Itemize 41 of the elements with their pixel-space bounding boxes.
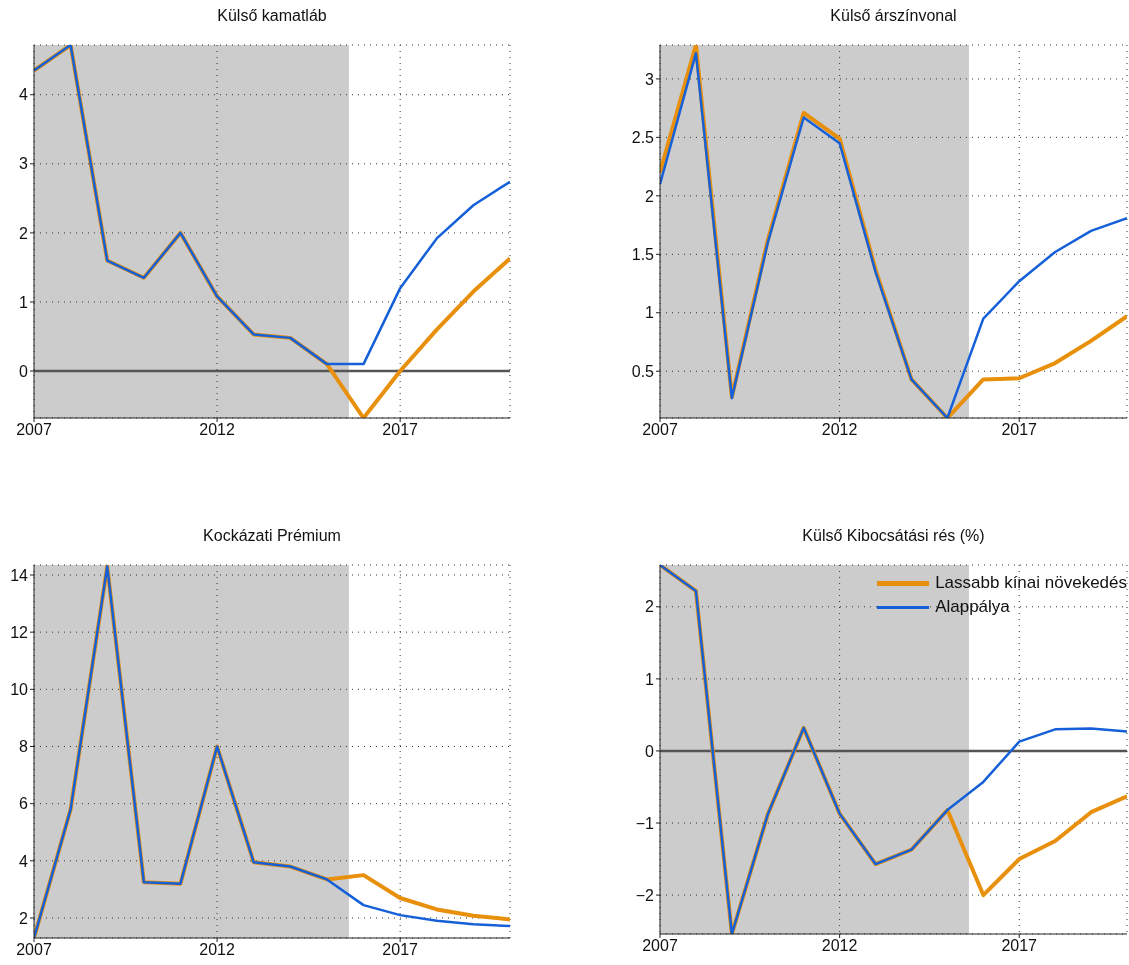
y-tick-label: 10	[10, 681, 29, 699]
y-tick-label: 2	[19, 224, 29, 242]
y-tick-label: 1	[645, 304, 655, 322]
x-tick-label: 2007	[16, 421, 52, 439]
y-tick-label: 8	[19, 738, 29, 756]
y-tick-label: 2	[645, 598, 655, 616]
y-tick-label: 0.5	[631, 362, 655, 380]
y-tick-label: 4	[19, 852, 29, 870]
y-tick-label: 1	[645, 670, 655, 688]
chart-title: Külső árszínvonal	[829, 7, 958, 25]
y-tick-label: 6	[19, 795, 29, 813]
x-tick-label: 2012	[821, 421, 858, 439]
chart-title: Kockázati Prémium	[202, 527, 342, 545]
chart-title: Külső Kibocsátási rés (%)	[801, 527, 986, 545]
x-tick-label: 2012	[821, 937, 858, 955]
y-tick-label: 1	[19, 293, 29, 311]
y-tick-label: 2	[19, 909, 29, 927]
x-tick-label: 2007	[16, 941, 52, 959]
x-tick-label: 2012	[199, 941, 235, 959]
x-tick-label: 2007	[642, 937, 678, 955]
x-tick-label: 2017	[1001, 421, 1038, 439]
y-tick-label: 3	[19, 155, 29, 173]
chart-title: Külső kamatláb	[216, 7, 328, 25]
y-tick-label: 2.5	[631, 129, 655, 147]
y-tick-label: 0	[19, 362, 29, 380]
x-tick-label: 2017	[1001, 937, 1038, 955]
legend-label: Alappálya	[935, 596, 1010, 618]
y-tick-label: 3	[645, 70, 655, 88]
y-tick-label: 1.5	[631, 245, 655, 263]
y-tick-label: 14	[10, 566, 29, 584]
x-tick-label: 2017	[382, 941, 419, 959]
y-tick-label: 4	[19, 86, 29, 104]
y-tick-label: 0	[645, 742, 655, 760]
x-tick-label: 2012	[199, 421, 235, 439]
x-tick-label: 2017	[382, 421, 419, 439]
y-tick-label: 2	[645, 187, 655, 205]
y-tick-label: 12	[10, 623, 29, 641]
y-tick-label: −1	[635, 814, 655, 832]
legend-label: Lassabb kínai növekedés	[935, 572, 1127, 594]
y-tick-label: −2	[635, 886, 655, 904]
x-tick-label: 2007	[642, 421, 678, 439]
